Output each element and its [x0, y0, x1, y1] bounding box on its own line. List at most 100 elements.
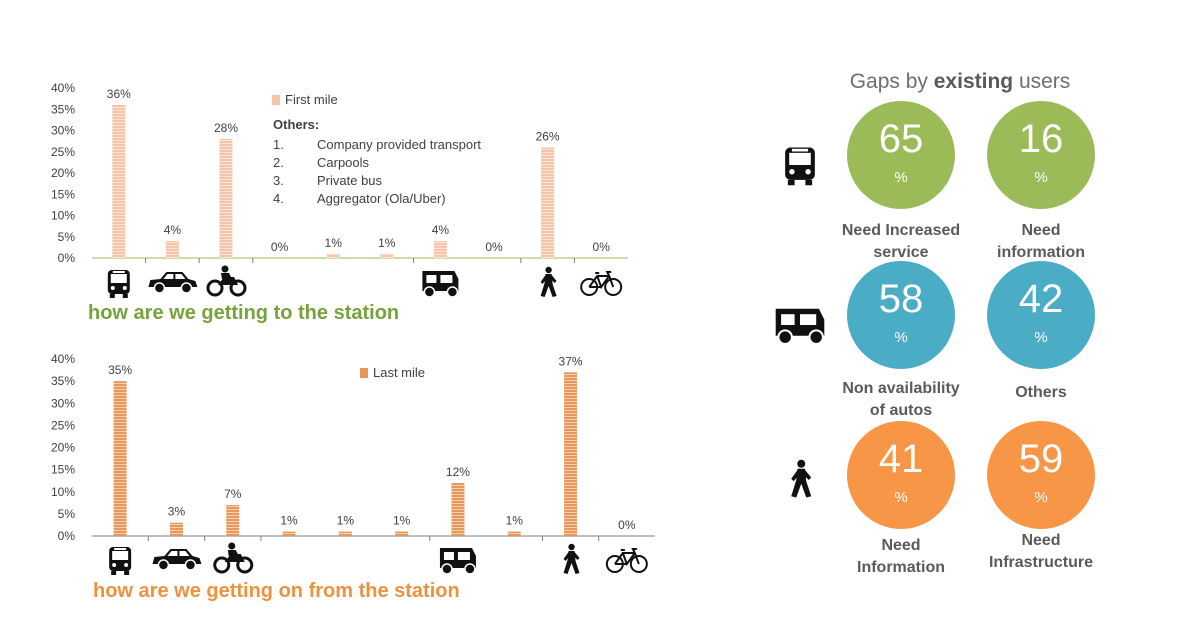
- gap-stat-label-line1: Need: [1021, 532, 1061, 549]
- gap-stat-label: Need Increased service: [826, 220, 976, 264]
- data-label: 1%: [325, 236, 343, 250]
- bar: [395, 531, 409, 536]
- y-tick-label: 0%: [58, 529, 76, 543]
- list-item-text: Carpools: [317, 155, 370, 170]
- gap-stat-label: Need Information: [826, 535, 976, 579]
- data-label: 0%: [593, 240, 611, 254]
- gap-stat-unit: %: [1034, 489, 1048, 506]
- y-tick-label: 35%: [51, 374, 75, 388]
- bar: [112, 105, 126, 258]
- data-label: 26%: [536, 130, 560, 144]
- data-label: 12%: [446, 465, 470, 479]
- gap-stat-value: 58: [878, 277, 924, 321]
- gap-stat-unit: %: [1034, 329, 1048, 346]
- gap-stat-circle: 65%: [847, 101, 955, 209]
- bar: [507, 531, 521, 536]
- bus-icon: [107, 270, 130, 298]
- gap-stat-unit: %: [894, 489, 908, 506]
- list-item-text: Private bus: [317, 173, 383, 188]
- data-label: 7%: [224, 487, 242, 501]
- bicycle-icon: [580, 271, 623, 296]
- gap-stat-label: Others: [966, 382, 1116, 404]
- bar: [541, 147, 555, 258]
- gap-stat-value: 42: [1018, 277, 1064, 321]
- data-label: 1%: [506, 514, 524, 528]
- list-item-number: 4.: [273, 191, 284, 206]
- legend-label: First mile: [285, 92, 338, 107]
- first-mile-chart: 0% 5% 10% 15% 20% 25% 30% 35% 40% 36% 4% 28% 0% 1% 1% 4…: [51, 81, 628, 298]
- last-mile-chart: 0% 5% 10% 15% 20% 25% 30% 35% 40% 35% 3% 7% 1% 1% 1% 12…: [51, 352, 655, 575]
- y-tick-label: 40%: [51, 352, 75, 366]
- others-title: Others:: [273, 117, 320, 132]
- auto-rickshaw-icon: [439, 548, 476, 575]
- data-label: 0%: [485, 240, 503, 254]
- gap-stat-value: 41: [878, 437, 924, 481]
- data-label: 35%: [108, 363, 132, 377]
- list-item: 2. Carpools: [273, 154, 481, 172]
- gap-stat-label-line2: information: [997, 244, 1085, 261]
- y-tick-label: 25%: [51, 418, 75, 432]
- auto-rickshaw-icon: [775, 308, 825, 345]
- data-label: 0%: [271, 240, 289, 254]
- list-item: 4. Aggregator (Ola/Uber): [273, 190, 481, 208]
- last-mile-caption: how are we getting on from the station: [93, 580, 460, 602]
- gap-stat-label: Need Infrastructure: [966, 530, 1116, 574]
- first-mile-caption: how are we getting to the station: [88, 302, 400, 324]
- gap-stat-circle: 59%: [987, 421, 1095, 529]
- y-tick-label: 15%: [51, 187, 75, 201]
- y-tick-label: 20%: [51, 166, 75, 180]
- car-icon: [152, 549, 202, 571]
- y-tick-label: 30%: [51, 124, 75, 138]
- bar: [282, 531, 296, 536]
- bar: [451, 482, 465, 536]
- bus-icon: [785, 147, 815, 186]
- y-tick-label: 15%: [51, 463, 75, 477]
- legend-swatch: [272, 95, 280, 105]
- y-tick-label: 5%: [58, 507, 76, 521]
- gap-stat-unit: %: [1034, 169, 1048, 186]
- gap-stat-circle: 42%: [987, 261, 1095, 369]
- gap-stat-label-line1: Others: [1015, 384, 1067, 401]
- gap-stat-label-line1: Need: [1021, 222, 1061, 239]
- bus-icon: [109, 547, 132, 575]
- data-label: 37%: [559, 354, 583, 368]
- gaps-title-suffix: users: [1013, 70, 1071, 93]
- gap-stat-label: Non availability of autos: [826, 378, 976, 422]
- gap-stat-label-line2: of autos: [869, 402, 933, 419]
- gap-stat-value: 65: [878, 117, 924, 161]
- walking-icon: [791, 459, 812, 498]
- data-label: 36%: [107, 87, 131, 101]
- gap-stat-label-line2: Infrastructure: [988, 554, 1094, 571]
- data-label: 1%: [378, 236, 396, 250]
- data-label: 1%: [393, 514, 411, 528]
- gap-stat-label-line2: Information: [857, 559, 945, 576]
- bar: [165, 241, 179, 258]
- list-item-number: 2.: [273, 155, 284, 170]
- gap-stat-label-line1: Need: [881, 537, 921, 554]
- bar: [338, 531, 352, 536]
- bar: [564, 372, 578, 536]
- data-label: 0%: [618, 518, 636, 532]
- gap-stat-label-line1: Need Increased: [841, 222, 961, 239]
- legend-label: Last mile: [373, 365, 426, 380]
- y-tick-label: 30%: [51, 396, 75, 410]
- list-item-number: 1.: [273, 137, 284, 152]
- gap-stat-circle: 16%: [987, 101, 1095, 209]
- first-mile-legend: First mile: [272, 92, 338, 107]
- motorbike-icon: [206, 265, 247, 297]
- bar: [226, 505, 240, 536]
- list-item-text: Company provided transport: [317, 137, 482, 152]
- list-item: 3. Private bus: [273, 172, 481, 190]
- gap-stat-label-line1: Non availability: [842, 380, 960, 397]
- gap-stat-circle: 41%: [847, 421, 955, 529]
- data-label: 4%: [164, 223, 182, 237]
- data-label: 1%: [337, 514, 355, 528]
- bar: [326, 253, 340, 258]
- gap-stat-value: 16: [1018, 117, 1064, 161]
- gap-stat-unit: %: [894, 169, 908, 186]
- data-label: 4%: [432, 223, 450, 237]
- gap-stat-circle: 58%: [847, 261, 955, 369]
- data-label: 3%: [168, 505, 186, 519]
- list-item-text: Aggregator (Ola/Uber): [317, 191, 446, 206]
- y-tick-label: 35%: [51, 102, 75, 116]
